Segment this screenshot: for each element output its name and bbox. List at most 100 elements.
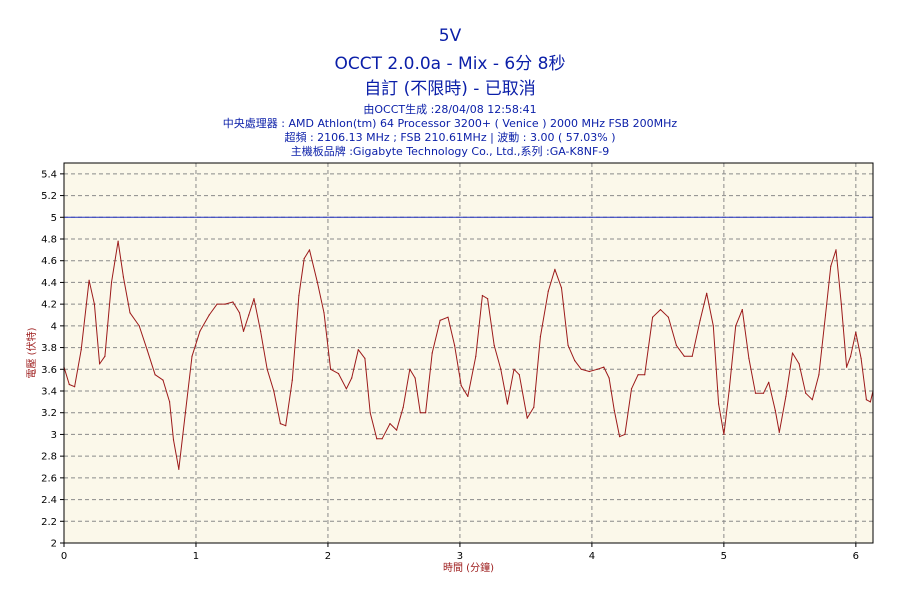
data-point (824, 314, 827, 316)
data-point (298, 294, 300, 297)
data-point (238, 312, 241, 314)
data-point (754, 392, 757, 394)
y-tick-label: 4.8 (41, 235, 57, 246)
data-point (805, 392, 807, 394)
x-tick-label: 5 (721, 551, 727, 562)
data-point (778, 431, 780, 433)
data-point (146, 349, 148, 351)
plot-frame (63, 162, 874, 544)
y-tick-label: 3 (51, 430, 57, 441)
data-point (667, 316, 670, 318)
data-point (414, 377, 416, 379)
y-axis: 2 2.2 2.4 2.6 2.8 3 3.2 3.4 3.6 3.8 4 4.2 4.4 4.6 4.8 5… (41, 169, 64, 550)
data-point (351, 377, 353, 379)
plot-area (64, 163, 873, 543)
y-tick-label: 3.6 (41, 365, 57, 376)
y-tick-label: 3.4 (41, 387, 57, 398)
data-point (481, 294, 483, 297)
data-point (266, 368, 268, 370)
data-point (104, 355, 106, 357)
data-point (513, 368, 515, 370)
data-point (567, 344, 569, 346)
data-point (199, 330, 201, 332)
data-point (526, 417, 528, 419)
data-point (475, 355, 477, 357)
cpu-info: 中央處理器 : AMD Athlon(tm) 64 Processor 3200… (222, 117, 678, 130)
data-point (389, 423, 391, 425)
data-point (818, 374, 820, 376)
x-tick-label: 6 (853, 551, 859, 562)
data-point (323, 312, 325, 314)
data-point (242, 330, 245, 332)
y-tick-label: 2.8 (41, 452, 57, 463)
data-point (154, 374, 156, 376)
data-point (554, 268, 556, 270)
y-tick-label: 2.2 (41, 517, 57, 528)
generated-timestamp: 由OCCT生成 :28/04/08 12:58:41 (363, 103, 537, 116)
test-status: 自訂 (不限時) - 已取消 (364, 79, 536, 99)
x-axis-title: 時間 (分鐘) (443, 561, 494, 574)
data-point (232, 301, 234, 303)
data-point (603, 366, 605, 368)
data-points (63, 240, 874, 470)
data-point (110, 281, 113, 283)
data-point (191, 355, 193, 357)
data-point (364, 357, 366, 359)
data-point (376, 438, 378, 440)
data-point (425, 412, 427, 414)
data-point (253, 298, 255, 300)
data-point (869, 401, 872, 403)
data-point (699, 319, 701, 321)
data-point (117, 240, 119, 242)
data-point (624, 433, 626, 435)
data-point (369, 412, 371, 414)
data-point (337, 373, 340, 375)
data-point (279, 423, 281, 425)
data-point (291, 379, 293, 381)
data-point (162, 379, 164, 381)
data-point (184, 412, 186, 414)
data-point (840, 303, 842, 305)
data-point (88, 279, 90, 281)
data-point (439, 319, 441, 321)
data-point (683, 355, 685, 357)
data-point (748, 357, 750, 359)
data-point (596, 368, 598, 370)
data-point (224, 303, 226, 305)
data-point (619, 436, 621, 438)
data-point (74, 386, 76, 388)
data-point (357, 349, 359, 351)
chart-subtitle: OCCT 2.0.0a - Mix - 6分 8秒 (334, 54, 566, 74)
y-tick-label: 4.4 (41, 278, 57, 289)
y-tick-label: 5 (51, 213, 57, 224)
data-point (402, 406, 404, 408)
data-point (419, 412, 421, 414)
data-point (835, 249, 837, 251)
data-point (447, 316, 449, 318)
data-point (454, 344, 456, 346)
data-point (500, 368, 502, 370)
data-point (560, 287, 563, 289)
data-point (172, 439, 175, 441)
y-tick-label: 3.2 (41, 408, 57, 419)
data-point (865, 399, 868, 401)
motherboard-info: 主機板品牌 :Gigabyte Technology Co., Ltd.,系列 … (290, 145, 610, 158)
data-point (303, 257, 305, 260)
data-point (539, 336, 542, 338)
data-point (409, 368, 411, 370)
data-point (273, 390, 275, 392)
data-point (518, 374, 520, 376)
data-point (588, 370, 590, 373)
data-point (547, 290, 549, 292)
data-point (580, 368, 582, 370)
data-point (396, 429, 398, 431)
data-point (830, 265, 832, 267)
y-tick-label: 2 (51, 539, 57, 550)
data-point (613, 409, 615, 412)
data-point (216, 303, 218, 305)
y-tick-label: 4 (51, 321, 57, 332)
data-point (774, 409, 776, 412)
x-axis: 0 1 2 3 4 5 6 (61, 543, 859, 562)
y-tick-label: 2.4 (41, 495, 57, 506)
